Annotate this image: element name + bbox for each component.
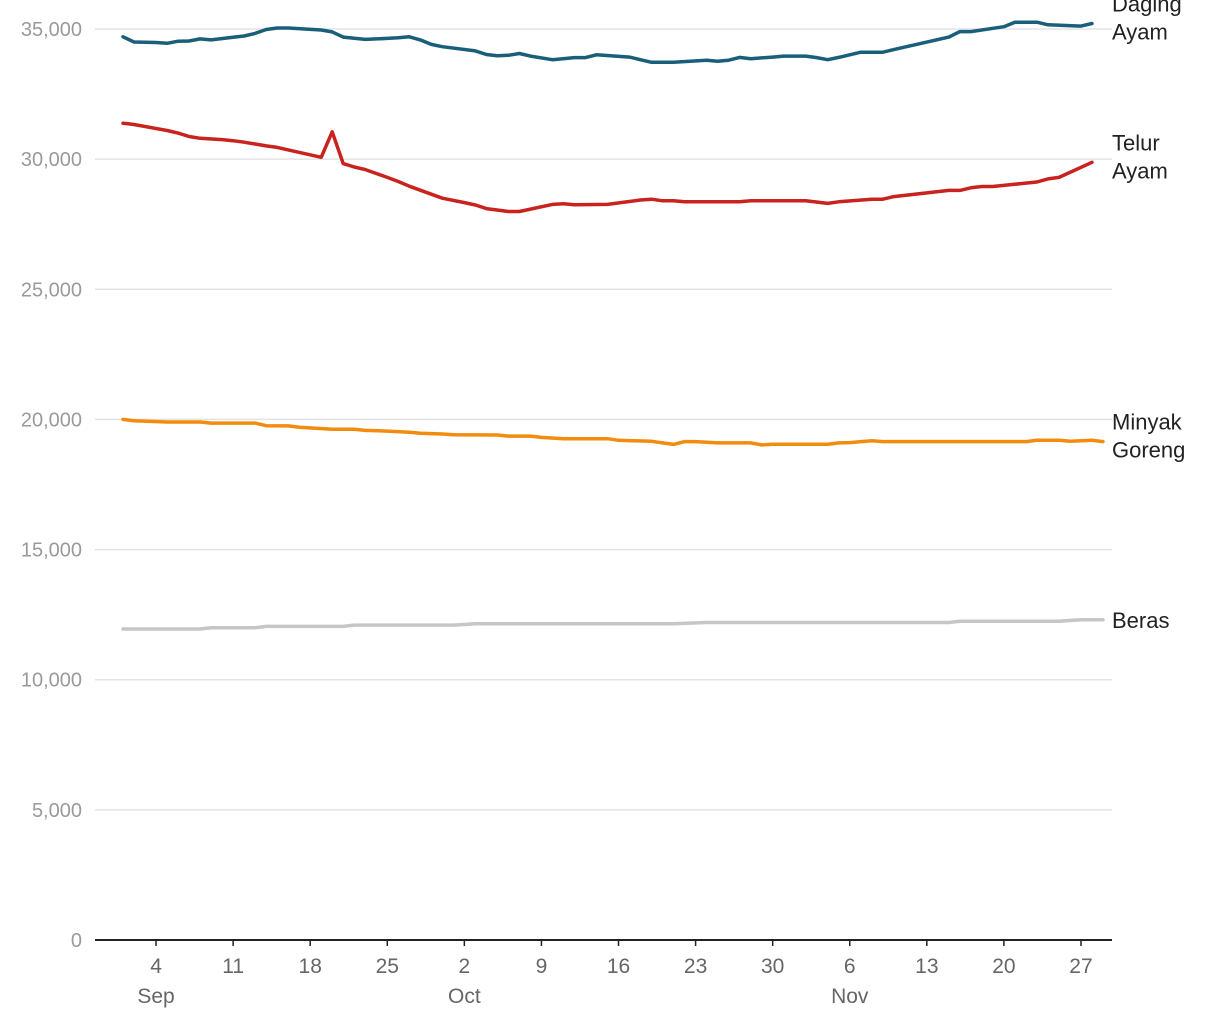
series-line-telur-ayam bbox=[121, 121, 1094, 214]
y-tick-label: 0 bbox=[71, 930, 82, 952]
y-tick-label: 10,000 bbox=[21, 670, 82, 692]
series-line-beras bbox=[121, 618, 1105, 631]
x-month-label: Nov bbox=[831, 985, 869, 1008]
x-tick-label: 20 bbox=[992, 955, 1015, 978]
series-label-telur-ayam: Telur bbox=[1112, 130, 1160, 155]
x-tick-label: 4 bbox=[150, 955, 162, 978]
y-tick-label: 30,000 bbox=[21, 149, 82, 171]
series-label-daging-ayam: Daging bbox=[1112, 0, 1182, 17]
x-tick-label: 18 bbox=[299, 955, 322, 978]
x-tick-label: 6 bbox=[844, 955, 856, 978]
series-labels: Daging Ayam Telur Ayam Minyak Goreng Beras bbox=[1112, 0, 1185, 633]
y-tick-label: 35,000 bbox=[21, 19, 82, 41]
series-label-beras: Beras bbox=[1112, 608, 1169, 633]
gridlines bbox=[95, 28, 1112, 811]
y-axis-ticks: 0 5,000 10,000 15,000 20,000 25,000 30,000 35,0… bbox=[21, 19, 82, 952]
y-tick-label: 25,000 bbox=[21, 279, 82, 301]
series-label-telur-ayam: Ayam bbox=[1112, 158, 1168, 183]
x-tick-label: 13 bbox=[915, 955, 938, 978]
x-month-label: Oct bbox=[448, 985, 481, 1008]
x-month-label: Sep bbox=[137, 985, 174, 1008]
series-label-minyak-goreng: Goreng bbox=[1112, 438, 1185, 463]
x-tick-label: 2 bbox=[459, 955, 471, 978]
x-tick-label: 25 bbox=[376, 955, 399, 978]
series-label-minyak-goreng: Minyak bbox=[1112, 410, 1183, 435]
series-lines bbox=[121, 20, 1105, 631]
series-line-minyak-goreng bbox=[121, 417, 1105, 447]
series-line-daging-ayam bbox=[121, 20, 1094, 65]
x-tick-label: 16 bbox=[607, 955, 630, 978]
x-tick-label: 30 bbox=[761, 955, 784, 978]
y-tick-label: 15,000 bbox=[21, 540, 82, 562]
x-tick-label: 27 bbox=[1069, 955, 1092, 978]
y-tick-label: 5,000 bbox=[32, 800, 82, 822]
x-tick-label: 11 bbox=[222, 955, 244, 978]
y-tick-label: 20,000 bbox=[21, 409, 82, 431]
series-label-daging-ayam: Ayam bbox=[1112, 20, 1168, 45]
x-axis: 4 11 18 25 2 9 16 23 30 6 13 20 27 Sep Oct Nov bbox=[95, 939, 1112, 1008]
x-tick-label: 9 bbox=[536, 955, 548, 978]
x-tick-label: 23 bbox=[684, 955, 707, 978]
